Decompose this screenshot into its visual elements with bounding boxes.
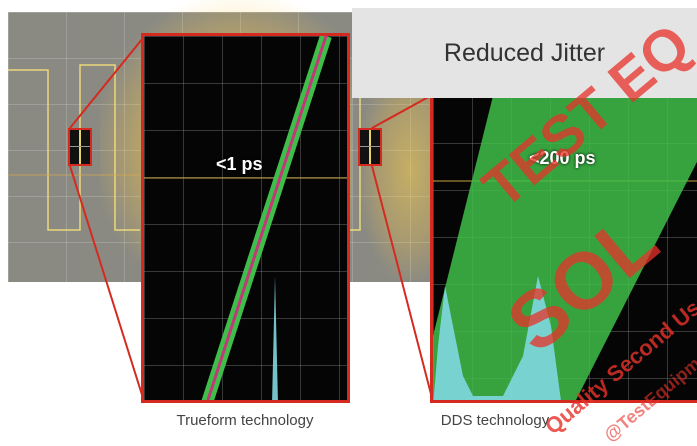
- left-zoom-region-marker: [68, 128, 92, 166]
- left-zoom-panel: <1 ps: [141, 33, 350, 403]
- page-title: Reduced Jitter: [444, 39, 605, 68]
- trueform-trace: [144, 36, 350, 403]
- right-zoom-region-marker: [358, 128, 382, 166]
- left-jitter-label: <1 ps: [216, 154, 263, 175]
- left-caption: Trueform technology: [130, 412, 360, 429]
- right-caption: DDS technology: [380, 412, 610, 429]
